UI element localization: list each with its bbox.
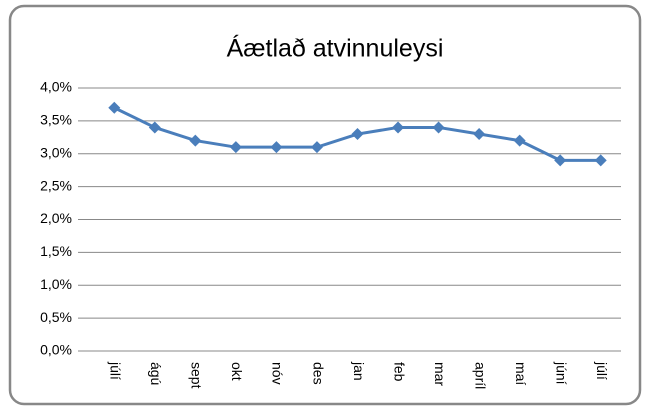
x-tick-label: feb	[391, 362, 407, 382]
marker	[189, 134, 202, 147]
marker	[310, 141, 323, 154]
x-tick-label: júlí	[594, 361, 610, 380]
chart-title: Áætlað atvinnuleysi	[227, 34, 444, 63]
y-tick-label: 1,5%	[40, 243, 72, 259]
x-tick-label: maí	[513, 362, 529, 385]
y-tick-label: 2,5%	[40, 177, 72, 193]
marker	[148, 121, 161, 134]
marker	[432, 121, 445, 134]
x-tick-label: nóv	[270, 362, 286, 385]
marker	[108, 101, 121, 114]
marker	[229, 141, 242, 154]
x-tick-label: júlí	[108, 361, 124, 380]
x-tick-label: des	[310, 362, 326, 385]
x-tick-label: sept	[189, 362, 205, 389]
y-tick-label: 0,5%	[40, 309, 72, 325]
marker	[554, 154, 567, 167]
y-tick-label: 3,0%	[40, 144, 72, 160]
x-tick-label: jan	[351, 361, 367, 381]
x-tick-label: okt	[229, 362, 245, 381]
y-tick-label: 4,0%	[40, 79, 72, 95]
x-tick-label: júní	[553, 361, 569, 385]
marker	[392, 121, 405, 134]
marker	[513, 134, 526, 147]
y-tick-label: 1,0%	[40, 276, 72, 292]
x-tick-label: mar	[432, 362, 448, 386]
chart-frame	[8, 4, 642, 406]
y-tick-label: 2,0%	[40, 210, 72, 226]
marker	[351, 128, 364, 141]
y-tick-label: 0,0%	[40, 342, 72, 358]
x-tick-label: ágú	[148, 362, 164, 385]
marker	[473, 128, 486, 141]
x-tick-label: apríl	[472, 362, 488, 389]
marker	[270, 141, 283, 154]
y-tick-label: 3,5%	[40, 112, 72, 128]
marker	[594, 154, 607, 167]
